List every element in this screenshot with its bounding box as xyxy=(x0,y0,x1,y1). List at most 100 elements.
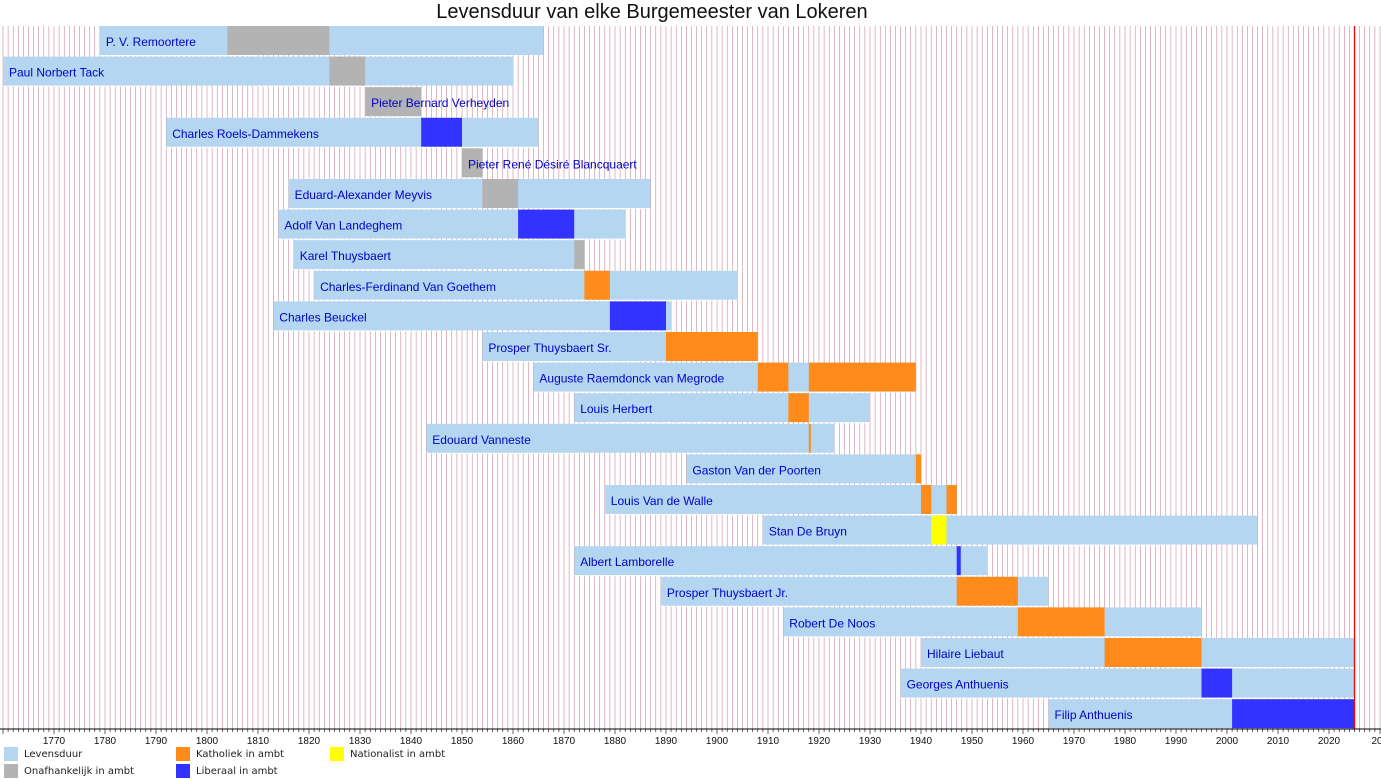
term-bar-nationalist xyxy=(931,515,947,545)
term-bar-independent xyxy=(482,179,519,208)
mayor-name-label: Charles-Ferdinand Van Goethem xyxy=(320,280,496,294)
x-tick-label: 2020 xyxy=(1318,736,1341,744)
term-bar-catholic xyxy=(946,485,957,514)
mayor-row: Edouard Vanneste xyxy=(426,423,835,454)
term-bar-liberal xyxy=(1201,668,1233,698)
term-bar-catholic xyxy=(788,393,809,423)
mayor-row: Pieter René Désiré Blancquaert xyxy=(462,148,637,179)
term-bar-catholic xyxy=(921,485,932,514)
mayor-name-label: Adolf Van Landeghem xyxy=(284,219,402,233)
term-bar-liberal xyxy=(421,117,462,147)
x-tick-label: 1960 xyxy=(1012,736,1035,744)
mayor-name-label: Hilaire Liebaut xyxy=(927,647,1004,661)
mayor-name-label: Filip Anthuenis xyxy=(1055,708,1133,722)
mayor-name-label: Edouard Vanneste xyxy=(432,433,531,447)
term-bar-catholic xyxy=(808,362,916,392)
mayor-row: Albert Lamborelle xyxy=(574,546,988,577)
mayor-name-label: Charles Beuckel xyxy=(279,310,366,324)
mayor-name-label: Stan De Bruyn xyxy=(769,525,847,539)
mayor-name-label: Charles Roels-Dammekens xyxy=(172,127,319,141)
term-bar-catholic xyxy=(666,332,758,361)
x-tick-label: 2000 xyxy=(1216,736,1239,744)
term-bar-catholic xyxy=(1104,638,1202,667)
mayor-name-label: Eduard-Alexander Meyvis xyxy=(295,188,432,202)
mayor-name-label: P. V. Remoortere xyxy=(106,35,196,49)
mayor-row: Louis Herbert xyxy=(574,393,870,424)
legend-swatch-liberal xyxy=(176,764,190,778)
mayor-row: Prosper Thuysbaert Sr. xyxy=(482,332,758,362)
term-bar-independent xyxy=(574,240,585,270)
x-tick-label: 1780 xyxy=(94,736,117,744)
term-bar-liberal xyxy=(609,301,666,331)
term-bar-liberal xyxy=(518,209,575,239)
x-tick-label: 1840 xyxy=(400,736,423,744)
mayor-row: Prosper Thuysbaert Jr. xyxy=(660,576,1049,607)
mayor-name-label: Auguste Raemdonck van Megrode xyxy=(539,372,724,386)
x-tick-label: 1810 xyxy=(247,736,270,744)
mayor-row: Louis Van de Walle xyxy=(604,485,957,515)
term-bar-catholic xyxy=(915,454,921,484)
legend-swatch-life xyxy=(4,747,18,761)
legend-label-life: Levensduur xyxy=(24,748,83,760)
mayor-row: Paul Norbert Tack xyxy=(3,56,513,87)
life-bar xyxy=(574,393,870,423)
life-bar xyxy=(166,117,539,147)
mayor-row: Charles Beuckel xyxy=(273,301,672,332)
mayor-name-label: Albert Lamborelle xyxy=(580,555,674,569)
x-tick-label: 2010 xyxy=(1267,736,1290,744)
x-tick-label: 1870 xyxy=(553,736,576,744)
life-bar xyxy=(3,56,513,86)
mayor-name-label: Prosper Thuysbaert Sr. xyxy=(488,341,611,355)
mayor-name-label: Robert De Noos xyxy=(789,616,875,630)
x-tick-label: 1920 xyxy=(808,736,831,744)
mayor-row: Adolf Van Landeghem xyxy=(278,209,626,240)
life-bar xyxy=(762,515,1258,545)
legend-swatch-catholic xyxy=(176,747,190,761)
term-bar-independent xyxy=(365,87,422,117)
x-tick-label: 1820 xyxy=(298,736,321,744)
legend-item-catholic: Katholiek in ambt xyxy=(176,746,284,762)
term-bar-catholic xyxy=(584,270,610,300)
term-bar-catholic xyxy=(808,423,811,453)
x-axis: 1770 1780 1790 1800 1810 1820 1830 1840 1850 1860… xyxy=(0,728,1381,744)
life-bar xyxy=(288,179,651,208)
mayor-row: Pieter Bernard Verheyden xyxy=(365,87,509,118)
legend-swatch-nationalist xyxy=(330,747,344,761)
life-bar xyxy=(686,454,921,484)
life-bar xyxy=(273,301,672,331)
legend-label-nationalist: Nationalist in ambt xyxy=(350,748,446,760)
legend-label-liberal: Liberaal in ambt xyxy=(196,765,278,777)
x-tick-label: 1930 xyxy=(859,736,882,744)
term-bar-independent xyxy=(227,26,330,55)
term-bar-liberal xyxy=(956,546,961,576)
mayor-row: Hilaire Liebaut xyxy=(921,638,1355,668)
x-tick-label: 1950 xyxy=(961,736,984,744)
term-bar-independent xyxy=(329,56,366,86)
mayor-row: Auguste Raemdonck van Megrode xyxy=(533,362,916,393)
term-bar-independent xyxy=(462,148,483,178)
life-bar xyxy=(574,546,988,576)
life-bar xyxy=(900,668,1355,698)
x-tick-label: 1830 xyxy=(349,736,372,744)
term-bar-catholic xyxy=(1017,607,1105,637)
mayor-row: Robert De Noos xyxy=(783,607,1202,638)
mayor-row: Eduard-Alexander Meyvis xyxy=(288,179,651,209)
term-bar-catholic xyxy=(956,576,1018,606)
life-bar xyxy=(604,485,957,514)
mayor-name-label: Georges Anthuenis xyxy=(907,678,1009,692)
legend-item-independent: Onafhankelijk in ambt xyxy=(4,763,134,779)
mayor-name-label: Louis Van de Walle xyxy=(611,494,713,508)
mayor-row: Karel Thuysbaert xyxy=(293,240,585,271)
mayor-row: Charles Roels-Dammekens xyxy=(166,117,539,148)
x-tick-label: 1970 xyxy=(1063,736,1086,744)
legend-item-liberal: Liberaal in ambt xyxy=(176,763,278,779)
term-bar-liberal xyxy=(1232,699,1355,729)
mayor-row: Gaston Van der Poorten xyxy=(686,454,921,485)
legend-item-life: Levensduur xyxy=(4,746,82,762)
x-tick-label: 1990 xyxy=(1165,736,1188,744)
mayor-name-label: Louis Herbert xyxy=(580,402,653,416)
chart-legend: Levensduur Katholiek in ambt Nationalist… xyxy=(0,744,1381,779)
term-bar-catholic xyxy=(757,362,789,392)
mayor-name-label: Paul Norbert Tack xyxy=(9,66,105,80)
legend-label-catholic: Katholiek in ambt xyxy=(196,748,284,760)
